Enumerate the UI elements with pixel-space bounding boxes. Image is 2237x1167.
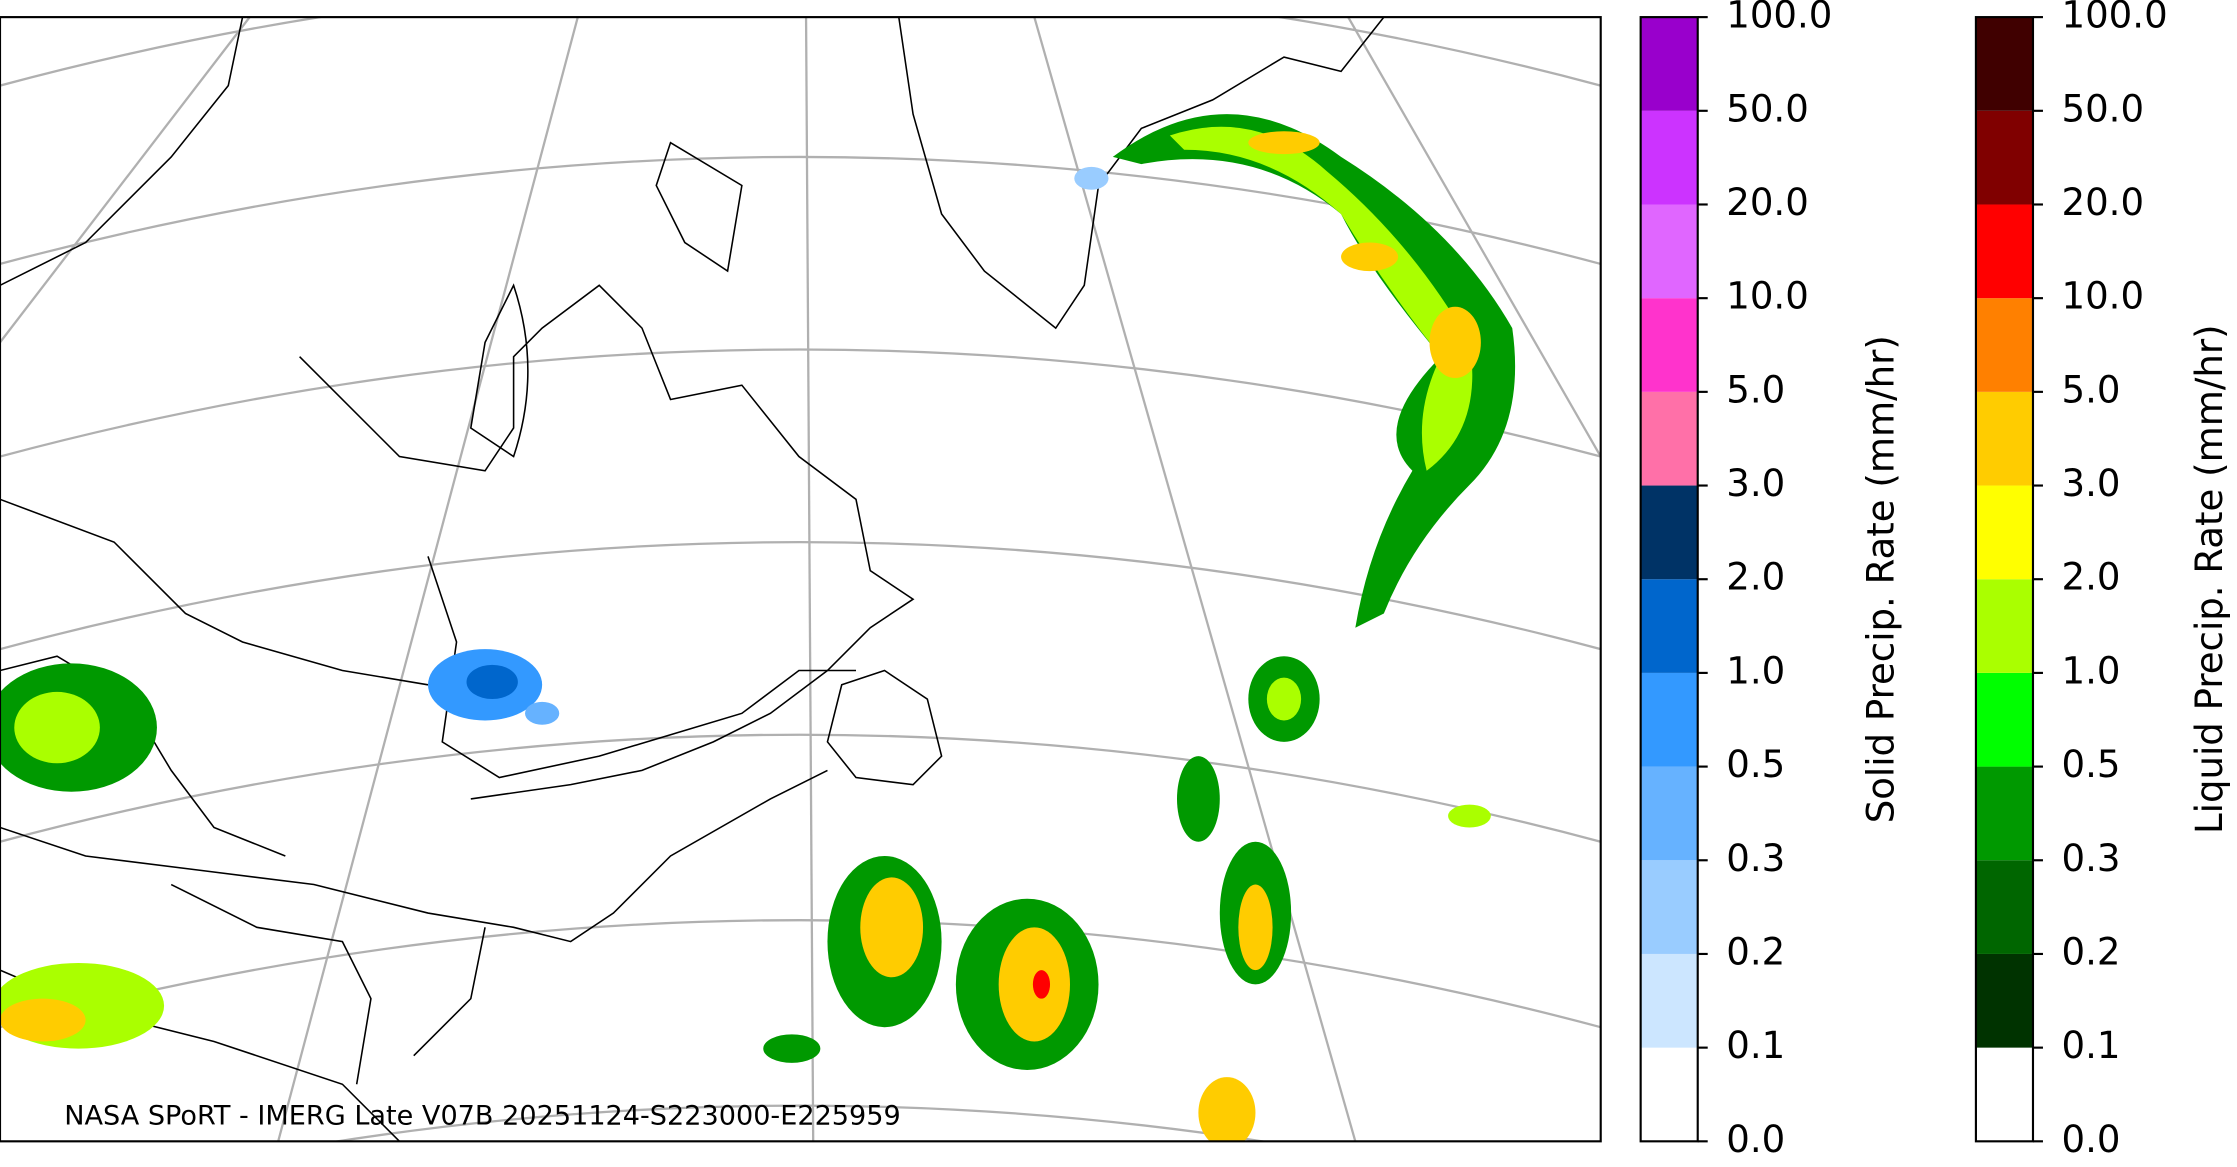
colorbar-tick-label: 5.0	[1726, 368, 1785, 411]
colorbar-label: Liquid Precip. Rate (mm/hr)	[2188, 324, 2231, 834]
colorbar-segment	[1640, 485, 1698, 580]
colorbar-segment	[1640, 860, 1698, 954]
colorbar-tick-label: 2.0	[1726, 556, 1785, 599]
colorbar-segment	[1975, 579, 2033, 673]
colorbar-tick-label: 50.0	[1726, 87, 1809, 130]
colorbar-segment	[1640, 17, 1698, 111]
colorbar-segment	[1975, 391, 2033, 486]
colorbar-tick-label: 0.3	[2062, 837, 2121, 880]
colorbar-tick-label: 0.5	[2062, 743, 2121, 786]
colorbar-segment	[1975, 485, 2033, 580]
colorbar-segment	[1640, 298, 1698, 392]
precipitation	[0, 114, 1516, 1142]
colorbar-segment	[1640, 672, 1698, 767]
map-frame	[0, 16, 1602, 1143]
colorbar-segment	[1975, 766, 2033, 861]
colorbar-segment	[1975, 672, 2033, 767]
colorbar-tick-label: 3.0	[1726, 462, 1785, 505]
colorbar-segment	[1640, 1047, 1698, 1142]
colorbar-tick-label: 0.1	[2062, 1024, 2121, 1067]
colorbar-tick-label: 3.0	[2062, 462, 2121, 505]
colorbar-tick-label: 100.0	[2062, 0, 2168, 37]
colorbar-segment	[1975, 17, 2033, 111]
colorbar-tick-label: 0.0	[2062, 1118, 2121, 1161]
colorbar-tick-label: 0.1	[1726, 1024, 1785, 1067]
colorbar-segment	[1640, 579, 1698, 673]
colorbar-segment	[1640, 766, 1698, 861]
colorbar-tick-label: 2.0	[2062, 556, 2121, 599]
colorbar-tick-label: 0.2	[2062, 930, 2121, 973]
colorbar-segment	[1640, 391, 1698, 486]
colorbar-tick-label: 0.2	[1726, 930, 1785, 973]
colorbar-tick-label: 50.0	[2062, 87, 2145, 130]
colorbar-tick-label: 5.0	[2062, 368, 2121, 411]
colorbar-segment	[1640, 953, 1698, 1048]
colorbar-tick-label: 0.3	[1726, 837, 1785, 880]
colorbar-tick-label: 0.5	[1726, 743, 1785, 786]
colorbar-segment	[1975, 860, 2033, 954]
colorbar-segment	[1975, 298, 2033, 392]
colorbar-tick-label: 100.0	[1726, 0, 1832, 37]
colorbar-segment	[1975, 204, 2033, 299]
map	[0, 17, 1601, 1142]
colorbar-tick-label: 10.0	[2062, 275, 2145, 318]
colorbar-tick-label: 10.0	[1726, 275, 1809, 318]
colorbar-tick-label: 1.0	[2062, 649, 2121, 692]
colorbar-tick-label: 1.0	[1726, 649, 1785, 692]
colorbar-tick-label: 20.0	[2062, 181, 2145, 224]
colorbar-label: Solid Precip. Rate (mm/hr)	[1860, 335, 1903, 823]
colorbar-segment	[1640, 110, 1698, 205]
colorbar-tick-label: 0.0	[1726, 1118, 1785, 1161]
colorbar-segment	[1640, 204, 1698, 299]
colorbar-segment	[1975, 110, 2033, 205]
colorbar-segment	[1975, 953, 2033, 1048]
caption: NASA SPoRT - IMERG Late V07B 20251124-S2…	[64, 1101, 901, 1132]
colorbar-segment	[1975, 1047, 2033, 1142]
colorbar-tick-label: 20.0	[1726, 181, 1809, 224]
